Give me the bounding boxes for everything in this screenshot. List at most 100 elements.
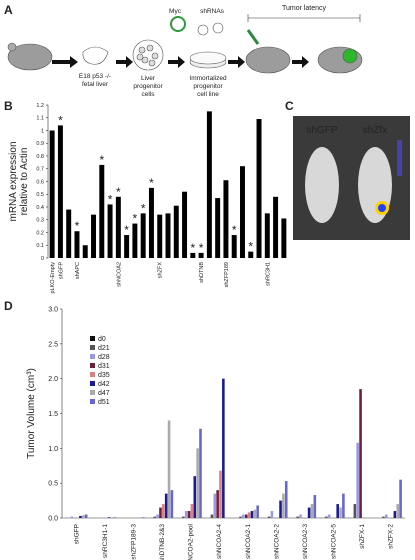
legend-label: d28: [98, 354, 110, 361]
y-tick-label: 0.3: [36, 218, 44, 224]
panel-label: A: [4, 3, 13, 17]
bar: [190, 252, 196, 258]
significance-star: *: [124, 223, 129, 237]
bar: [164, 493, 168, 518]
bar: [359, 389, 362, 518]
bar: [399, 479, 402, 518]
x-tick-label: shNCOA2-2: [273, 524, 280, 559]
legend-swatch: [90, 363, 95, 368]
x-tick-label: shZFP189-3: [130, 524, 137, 560]
bar: [250, 511, 254, 518]
x-tick-label: pLKO-Empty: [50, 262, 56, 294]
y-tick-label: 0.7: [36, 167, 44, 173]
bar: [153, 516, 157, 518]
bar: [184, 511, 188, 518]
bar: [310, 504, 314, 518]
bar: [139, 517, 142, 518]
x-tick-label: shDTNB: [199, 262, 205, 283]
bar: [140, 213, 146, 258]
bar: [49, 130, 55, 258]
bar: [336, 504, 339, 518]
bar: [273, 196, 279, 258]
bar: [327, 514, 331, 518]
bar: [240, 166, 245, 258]
y-tick-label: 1.2: [36, 103, 44, 109]
bar: [281, 218, 287, 258]
bar: [132, 223, 138, 258]
x-tick-label: shGFP: [73, 524, 80, 544]
bar: [148, 187, 154, 258]
label: shRNAs: [200, 8, 225, 15]
bar: [66, 209, 72, 258]
label: cells: [141, 91, 155, 98]
bar: [170, 490, 174, 518]
bar: [107, 204, 113, 258]
significance-star: *: [190, 241, 195, 255]
y-tick-label: 1.1: [36, 116, 44, 122]
legend-label: d31: [98, 363, 110, 370]
bar: [324, 516, 328, 518]
significance-star: *: [108, 192, 113, 206]
bar: [384, 514, 388, 518]
legend-swatch: [90, 345, 95, 350]
label: shZfx: [363, 125, 387, 136]
label: progenitor: [193, 83, 223, 90]
x-tick-label: shNCOA2-4: [216, 524, 223, 559]
x-tick-label: shNCOA2-5: [331, 524, 338, 559]
x-tick-label: shZFP189: [224, 262, 230, 287]
bar: [223, 180, 229, 258]
bar: [70, 516, 74, 518]
bar: [210, 514, 214, 518]
x-tick-label: shGFP: [58, 262, 64, 279]
panel-label: C: [285, 99, 294, 113]
panel-label: B: [4, 99, 13, 113]
legend-label: d42: [98, 381, 110, 388]
label: Liver: [141, 75, 156, 82]
y-tick-label: 0: [41, 256, 44, 262]
bar: [82, 515, 85, 518]
legend-swatch: [90, 354, 95, 359]
bar: [299, 514, 302, 518]
bar: [270, 511, 274, 518]
bar: [307, 507, 311, 518]
legend-swatch: [90, 336, 95, 341]
y-tick-label: 2.5: [48, 341, 58, 348]
legend-label: d21: [98, 345, 110, 352]
bar: [393, 511, 397, 518]
y-tick-label: 0.5: [48, 481, 58, 488]
legend-swatch: [90, 372, 95, 377]
label: Myc: [169, 8, 182, 15]
bar: [313, 495, 317, 518]
significance-star: *: [141, 201, 146, 215]
bar: [156, 514, 159, 518]
x-tick-label: shNCOA2-1: [245, 524, 252, 559]
bar: [159, 507, 162, 518]
y-tick-label: 0.9: [36, 141, 44, 147]
bar: [182, 516, 185, 518]
bar: [206, 111, 212, 258]
bar: [356, 442, 359, 518]
significance-star: *: [232, 223, 237, 237]
legend-label: d51: [98, 399, 110, 406]
bar: [382, 516, 385, 518]
schematic: [7, 14, 363, 74]
bar: [216, 490, 219, 518]
legend-label: d0: [98, 336, 106, 343]
bar: [282, 493, 285, 518]
y-tick-label: 0.0: [48, 515, 58, 522]
label: Immortalized: [189, 75, 227, 82]
bar: [279, 500, 282, 518]
bar: [167, 420, 171, 518]
x-tick-label: shZFX-1: [359, 524, 366, 549]
imaging: [293, 116, 410, 240]
y-axis-label: relative to Actin: [19, 148, 30, 216]
bar: [219, 470, 222, 518]
x-tick-label: shNCOA2: [116, 262, 122, 287]
significance-star: *: [133, 212, 138, 226]
y-tick-label: 0.6: [36, 179, 44, 185]
y-tick-label: 0.5: [36, 192, 44, 198]
bar: [196, 448, 199, 518]
bar: [82, 245, 88, 258]
y-axis-label: mRNA expression: [8, 141, 19, 221]
label: fetal liver: [82, 81, 109, 88]
